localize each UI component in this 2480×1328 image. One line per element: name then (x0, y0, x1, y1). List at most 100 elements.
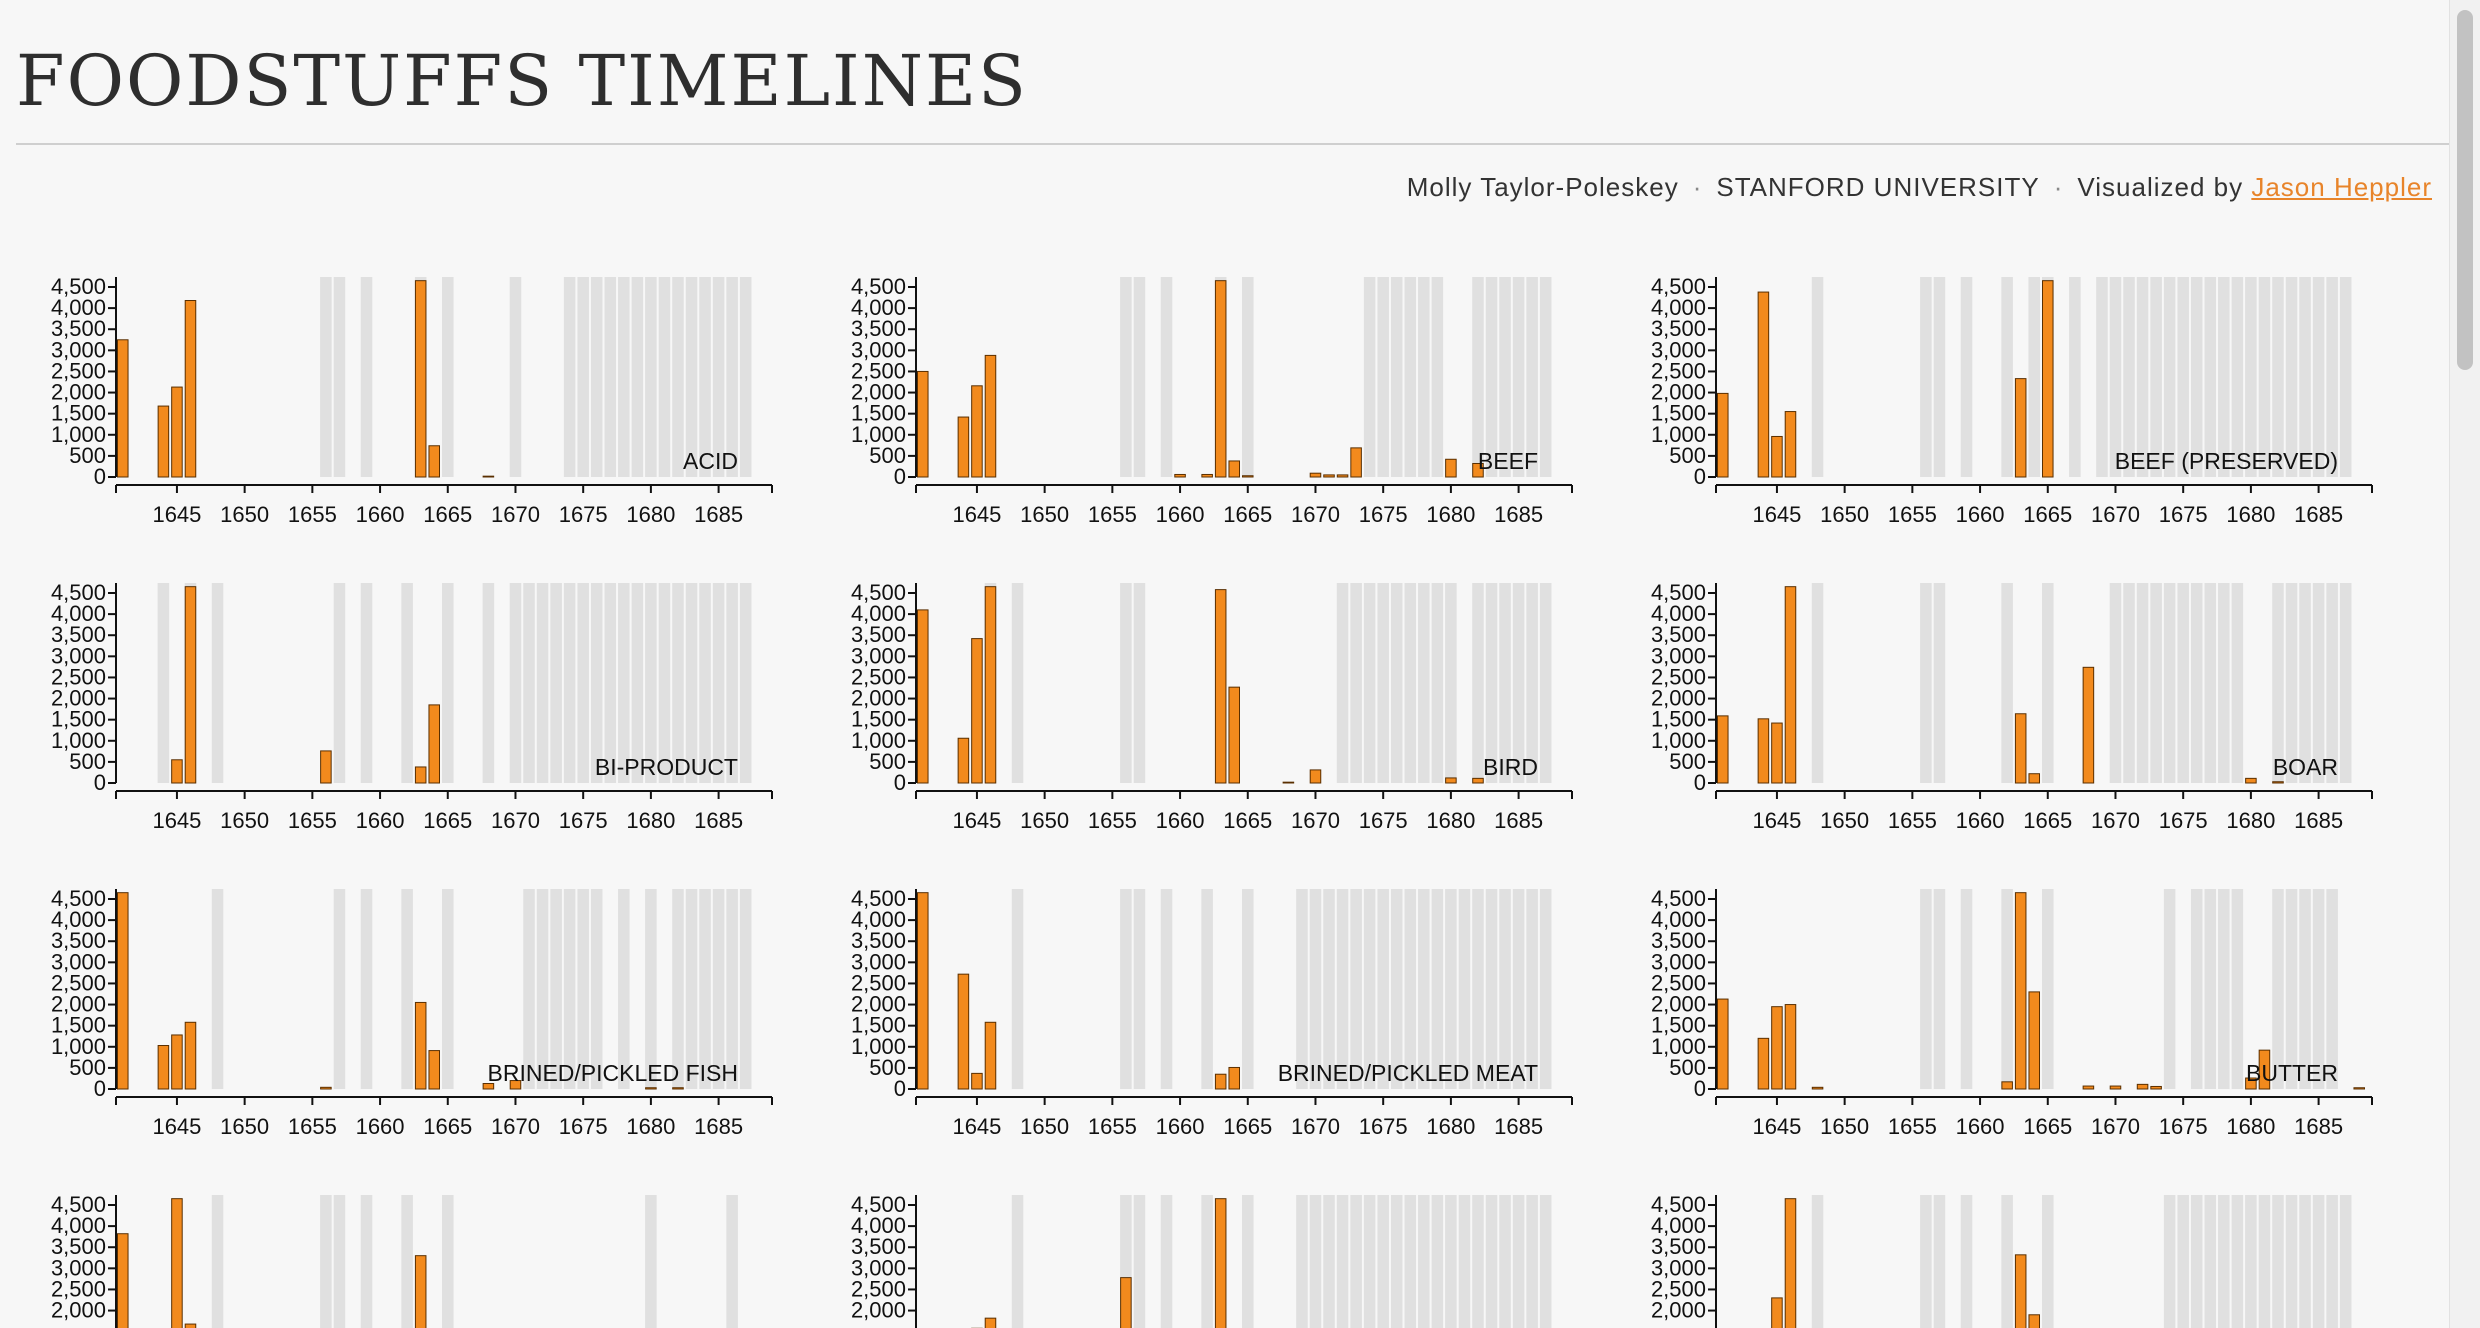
bar[interactable] (1784, 1198, 1797, 1328)
bar[interactable] (117, 339, 129, 478)
bar[interactable] (428, 445, 441, 478)
bar[interactable] (1336, 474, 1349, 478)
bar[interactable] (1757, 718, 1770, 784)
bar[interactable] (157, 1045, 170, 1090)
bar[interactable] (1228, 1066, 1241, 1090)
bar[interactable] (1757, 291, 1770, 478)
bar[interactable] (184, 586, 197, 784)
bar[interactable] (1214, 1073, 1227, 1090)
bar[interactable] (117, 892, 129, 1090)
bar[interactable] (320, 1086, 332, 1090)
bar[interactable] (2028, 991, 2041, 1090)
y-tick-label: 0 (94, 1076, 106, 1101)
bar[interactable] (1309, 472, 1322, 478)
bar[interactable] (957, 973, 970, 1090)
bar[interactable] (1228, 460, 1241, 478)
bar[interactable] (414, 1001, 427, 1090)
bar[interactable] (1323, 474, 1335, 478)
bar[interactable] (1472, 777, 1484, 784)
bar[interactable] (971, 1072, 983, 1090)
bar[interactable] (645, 1087, 657, 1090)
bar[interactable] (1784, 411, 1797, 478)
bar[interactable] (2136, 1083, 2149, 1090)
bar[interactable] (1350, 447, 1362, 478)
bar[interactable] (957, 416, 970, 478)
bar[interactable] (1784, 586, 1797, 784)
bar[interactable] (171, 1198, 183, 1328)
bar[interactable] (2028, 773, 2041, 784)
bar[interactable] (2245, 777, 2257, 784)
scrollbar-thumb[interactable] (2457, 10, 2473, 370)
bar[interactable] (1784, 1004, 1797, 1090)
bar[interactable] (2082, 666, 2095, 784)
missing-year-band (2218, 277, 2230, 477)
bar[interactable] (1771, 722, 1783, 784)
bar[interactable] (2014, 378, 2027, 478)
bar[interactable] (971, 385, 983, 478)
bar[interactable] (1242, 475, 1254, 478)
bar[interactable] (917, 609, 929, 784)
bar[interactable] (1228, 686, 1241, 784)
bar[interactable] (2109, 1085, 2122, 1090)
bar[interactable] (414, 1255, 427, 1328)
bar[interactable] (1811, 1086, 1824, 1090)
bar[interactable] (2014, 1254, 2027, 1328)
bar[interactable] (2245, 1077, 2257, 1090)
bar[interactable] (1174, 473, 1186, 478)
bar[interactable] (1472, 462, 1484, 478)
bar[interactable] (1757, 1037, 1770, 1090)
bar[interactable] (1201, 473, 1213, 478)
bar[interactable] (1717, 392, 1729, 478)
bar[interactable] (414, 766, 427, 784)
bar[interactable] (171, 759, 183, 784)
bar[interactable] (2014, 713, 2027, 784)
bar[interactable] (1214, 280, 1227, 478)
bar[interactable] (2082, 1085, 2095, 1090)
vertical-scrollbar[interactable] (2449, 0, 2480, 1328)
bar[interactable] (2042, 280, 2054, 478)
bar[interactable] (984, 1317, 997, 1328)
bar[interactable] (917, 892, 929, 1090)
bar[interactable] (1120, 1277, 1132, 1328)
bar[interactable] (1771, 435, 1783, 478)
visualizer-link[interactable]: Jason Heppler (2251, 172, 2432, 202)
bar[interactable] (984, 1021, 997, 1090)
bar[interactable] (414, 280, 427, 478)
bar[interactable] (1214, 1198, 1227, 1328)
bar[interactable] (2272, 781, 2284, 784)
bar[interactable] (2150, 1085, 2162, 1090)
bar[interactable] (1309, 769, 1322, 784)
bar[interactable] (984, 586, 997, 784)
bar[interactable] (157, 405, 170, 478)
bar[interactable] (1771, 1006, 1783, 1090)
bar[interactable] (917, 370, 929, 478)
bar[interactable] (2001, 1081, 2013, 1090)
bar[interactable] (171, 1034, 183, 1090)
bar[interactable] (428, 1050, 441, 1090)
bar[interactable] (482, 475, 495, 478)
bar[interactable] (2014, 892, 2027, 1090)
bar[interactable] (184, 300, 197, 478)
bar[interactable] (2028, 1314, 2041, 1328)
bar[interactable] (1717, 715, 1729, 784)
bar[interactable] (1445, 458, 1457, 478)
bar[interactable] (171, 386, 183, 478)
bar[interactable] (1771, 1297, 1783, 1328)
bar[interactable] (2258, 1049, 2271, 1090)
bar[interactable] (117, 1233, 129, 1328)
bar[interactable] (2353, 1087, 2365, 1090)
bar[interactable] (428, 704, 441, 784)
bar[interactable] (1717, 998, 1729, 1090)
bar[interactable] (672, 1087, 684, 1090)
bar[interactable] (971, 638, 983, 784)
bar[interactable] (184, 1021, 197, 1090)
bar[interactable] (320, 750, 332, 784)
bar[interactable] (1282, 781, 1295, 784)
bar[interactable] (509, 1080, 522, 1090)
bar[interactable] (984, 354, 997, 478)
bar[interactable] (184, 1323, 197, 1328)
bar[interactable] (957, 737, 970, 784)
bar[interactable] (482, 1083, 495, 1090)
bar[interactable] (1445, 777, 1457, 784)
bar[interactable] (1214, 589, 1227, 784)
